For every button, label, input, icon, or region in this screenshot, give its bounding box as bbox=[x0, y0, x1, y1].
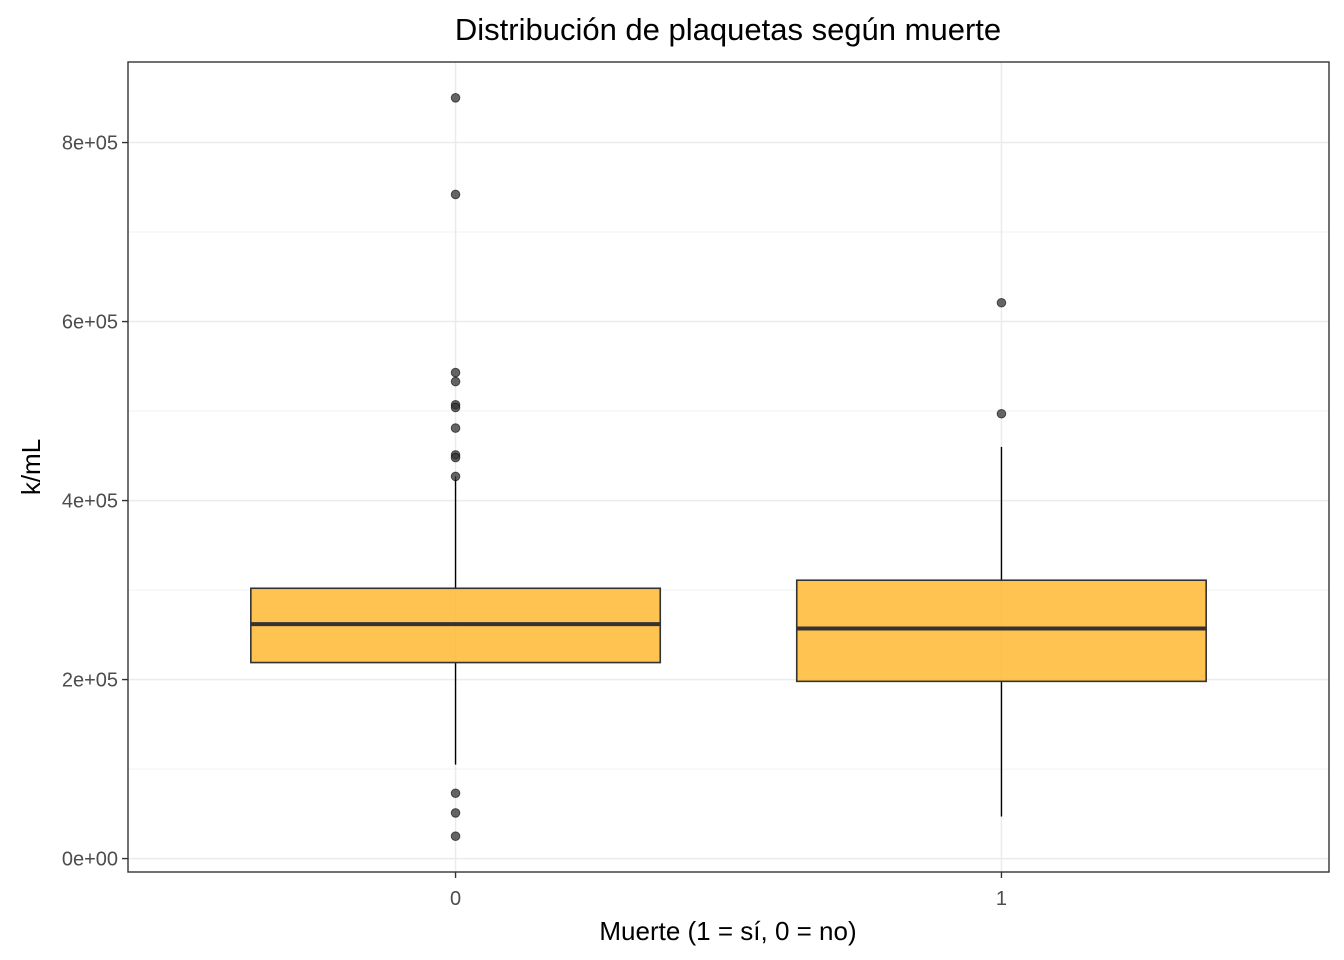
outlier-point bbox=[450, 808, 461, 818]
outlier-point bbox=[450, 189, 461, 200]
iqr-box bbox=[795, 579, 1207, 683]
outlier-point bbox=[450, 402, 461, 413]
outlier-point bbox=[450, 452, 461, 463]
boxes bbox=[250, 446, 1207, 817]
y-tick-label: 6e+05 bbox=[62, 312, 118, 334]
axes: 0e+00 2e+05 4e+05 6e+05 8e+05 0 1 bbox=[62, 133, 1007, 910]
y-tick-label: 2e+05 bbox=[62, 670, 118, 692]
x-tick-label: 1 bbox=[996, 888, 1007, 910]
outlier-point bbox=[450, 471, 461, 482]
outlier-point bbox=[450, 367, 461, 378]
outlier-point bbox=[450, 423, 461, 433]
outlier-point bbox=[450, 376, 461, 387]
outlier-point bbox=[450, 831, 461, 841]
x-axis-title: Muerte (1 = sí, 0 = no) bbox=[599, 916, 856, 946]
outlier-points bbox=[450, 93, 1007, 841]
y-tick-label: 4e+05 bbox=[62, 491, 118, 513]
grid bbox=[128, 62, 1329, 872]
plot-panel-border bbox=[127, 61, 1330, 873]
outlier-point bbox=[996, 297, 1007, 308]
y-tick-label: 8e+05 bbox=[62, 133, 118, 155]
y-axis-title: k/mL bbox=[16, 439, 46, 495]
y-tick-label: 0e+00 bbox=[62, 849, 118, 871]
outlier-point bbox=[450, 788, 461, 799]
x-tick-label: 0 bbox=[450, 888, 461, 910]
outlier-point bbox=[450, 93, 461, 103]
chart-title: Distribución de plaquetas según muerte bbox=[455, 12, 1001, 47]
outlier-point bbox=[996, 408, 1007, 419]
